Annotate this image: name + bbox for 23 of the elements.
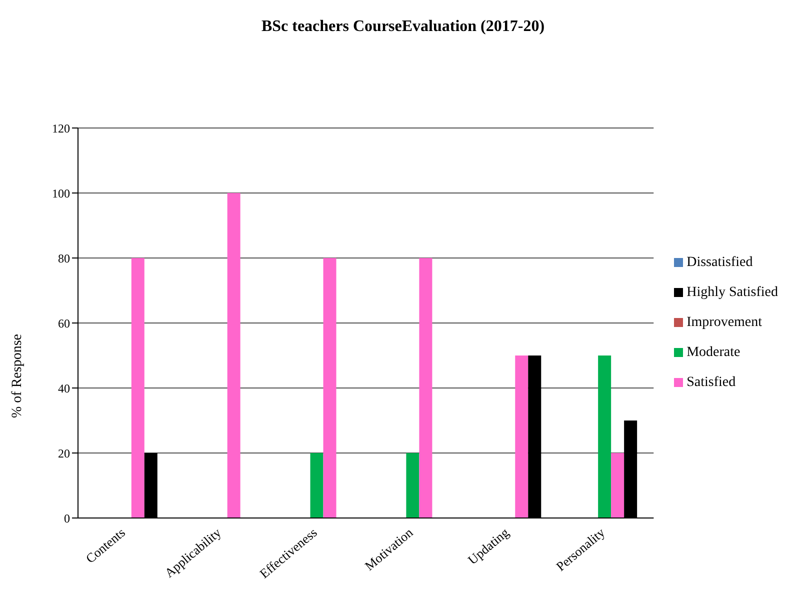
legend-label: Satisfied (686, 375, 736, 390)
legend-label: Highly Satisfied (686, 285, 778, 300)
y-tick-label: 60 (58, 316, 70, 330)
bar (310, 453, 324, 518)
bar (227, 193, 240, 518)
legend-label: Dissatisfied (686, 255, 753, 270)
bar (323, 258, 336, 518)
chart-title: BSc teachers CourseEvaluation (2017-20) (260, 17, 546, 37)
bar (611, 453, 624, 518)
y-axis-title: % of Response (10, 334, 26, 418)
legend-label: Improvement (686, 315, 762, 330)
legend-label: Moderate (686, 345, 740, 360)
bar (598, 356, 612, 518)
y-tick-label: 20 (58, 446, 70, 460)
y-tick-label: 100 (52, 186, 70, 200)
y-tick-label: 120 (52, 121, 70, 136)
bar (419, 258, 432, 518)
bar (406, 453, 420, 518)
bar (131, 258, 144, 518)
y-tick-label: 80 (58, 251, 70, 266)
bar (515, 356, 528, 518)
y-tick-label: 0 (64, 511, 70, 526)
y-tick-label: 40 (58, 381, 70, 396)
